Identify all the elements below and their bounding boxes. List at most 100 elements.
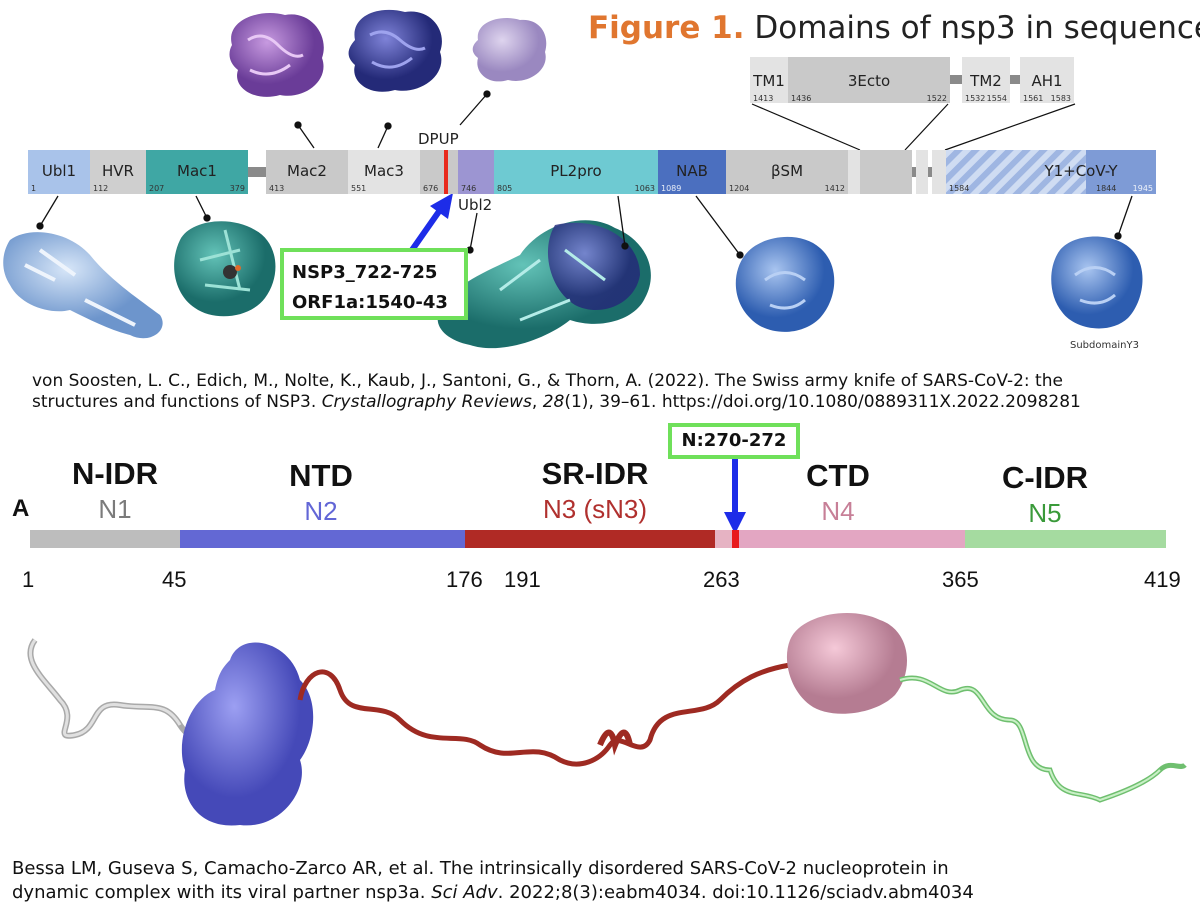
figure-title: Figure 1. Domains of nsp3 in sequence. [588,10,1200,46]
ah1-bar [932,150,946,194]
domain-start: 551 [351,184,367,193]
region-name: NTD [289,458,353,493]
tick-label: 365 [942,567,979,592]
tick-label: 419 [1144,567,1181,592]
domain-end: 1945 [1132,184,1153,193]
pl2pro-structure [437,220,651,349]
mac1-structure [174,221,276,317]
journal-name: Sci Adv [431,882,498,903]
citation-line1: Bessa LM, Guseva S, Camacho-Zarco AR, et… [12,858,949,879]
region-code: N5 [1028,498,1062,528]
linker [912,167,916,177]
linker [1010,75,1020,84]
ubl1-structure [3,232,163,339]
domain-label: Mac1 [177,162,217,180]
nprotein-arrow [724,455,746,534]
region-code: N4 [821,496,855,526]
segment-n4 [739,530,965,548]
nab-structure [735,236,835,332]
journal-name: Crystallography Reviews [321,392,532,412]
nsp3-arrow [409,193,453,252]
domain-mac1: Mac1 207 379 [146,150,248,194]
domain-label: PL2pro [550,162,602,180]
mac2-structure [229,13,324,97]
tm-start: 1532 [965,94,986,103]
domain-label: HVR [102,162,134,180]
region-code: N3 (sN3) [542,494,647,524]
domain-start: 112 [93,184,109,193]
tm-start: 1413 [753,94,774,103]
region-sr-idr: SR-IDR N3 (sN3) [510,456,680,525]
citation-text: . 2022;8(3):eabm4034. doi:10.1126/sciadv… [497,882,974,903]
domain-start: 1 [31,184,37,193]
domain-nab: NAB 1089 [658,150,726,194]
figure-caption: Domains of nsp3 in sequence. [754,10,1200,46]
tm1-domain: TM1 1413 [750,57,788,103]
segment-n1 [30,530,180,548]
subdomain-label: SubdomainY3 [1070,340,1139,351]
domain-start: 746 [461,184,477,193]
nsp3-citation: von Soosten, L. C., Edich, M., Nolte, K.… [32,371,1081,413]
citation-line2: dynamic complex with its viral partner n… [12,881,974,905]
nprotein-citation: Bessa LM, Guseva S, Camacho-Zarco AR, et… [12,857,974,905]
region-name: SR-IDR [541,456,649,491]
linker [950,75,962,84]
tick-label: 176 [446,567,483,592]
callout-text: N:270-272 [681,430,787,451]
citation-text: structures and functions of NSP3. [32,392,322,412]
tm-start: 1561 [1023,94,1044,103]
linker [248,167,266,177]
dpup-label: DPUP [418,130,459,148]
mac3-structure [348,9,442,92]
domain-pl2pro: PL2pro 805 1063 [494,150,658,194]
domain-ubl1: Ubl1 1 [28,150,90,194]
region-c-idr: C-IDR N5 [980,460,1110,529]
region-ctd: CTD N4 [778,458,898,527]
nprotein-model [27,612,1187,826]
ecto-domain: 3Ecto 1436 1522 [788,57,950,103]
tm-label: AH1 [1031,72,1063,90]
ah1-domain: AH1 1561 1583 [1020,57,1074,103]
segment-n5 [965,530,1166,548]
region-name: N-IDR [71,456,159,491]
y3-structure [1051,236,1143,329]
panel-letter: A [12,495,30,522]
dpup-structure [472,18,547,82]
tm2-bar [916,150,928,194]
citation-line2: structures and functions of NSP3. Crysta… [32,392,1081,413]
journal-volume: 28 [542,392,565,412]
domain-dpup: 676 [420,150,458,194]
region-ntd: NTD N2 [256,458,386,527]
tick-label: 191 [504,567,541,592]
domain-label: βSM [770,162,804,180]
domain-bsm: βSM 1204 1412 [726,150,848,194]
nsp3-callout-box: NSP3_722-725 ORF1a:1540-43 [280,248,468,320]
domain-start: 1204 [729,184,750,193]
domain-start: 676 [423,184,439,193]
domain-hvr: HVR 112 [90,150,146,194]
region-n-idr: N-IDR N1 [55,456,175,525]
tm-label: TM1 [753,72,785,90]
tm-label: 3Ecto [847,72,891,90]
domain-mac3: Mac3 551 [348,150,420,194]
top-connectors [294,90,491,149]
hatch-pattern [946,150,1086,194]
tm1-bar [848,150,860,194]
citation-text: , [531,392,543,412]
region-code: N2 [304,496,338,526]
tm-label: TM2 [970,72,1002,90]
domain-start: 207 [149,184,165,193]
domain-ubl2: 746 [458,150,494,194]
tm-end: 1554 [986,94,1007,103]
bottom-connectors [36,195,1133,259]
domain-start: 805 [497,184,513,193]
tm-end: 1522 [926,94,947,103]
region-name: CTD [806,458,870,493]
domain-label: Mac2 [287,162,327,180]
domain-mid: 1844 [1096,184,1117,193]
callout-line2: ORF1a:1540-43 [292,292,448,313]
segment-highlight [732,530,739,548]
domain-end: 1412 [824,184,845,193]
domain-mac2: Mac2 413 [266,150,348,194]
